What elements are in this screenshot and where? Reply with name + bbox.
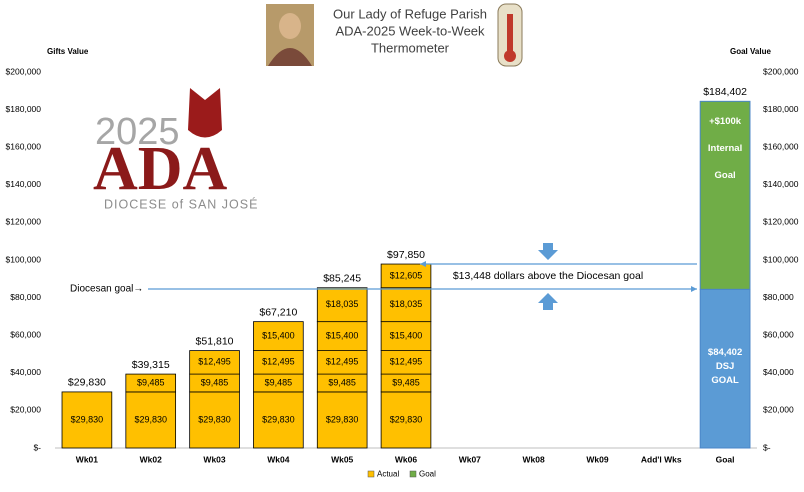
title-block: Our Lady of Refuge Parish ADA-2025 Week-… bbox=[266, 4, 522, 66]
x-tick-label: Wk04 bbox=[267, 454, 289, 464]
y-tick-label: $80,000 bbox=[10, 292, 41, 302]
legend: Actual Goal bbox=[368, 470, 436, 479]
x-tick-label: Goal bbox=[716, 454, 735, 464]
x-tick-label: Wk06 bbox=[395, 454, 417, 464]
segment-label: $12,495 bbox=[326, 357, 359, 367]
segment-label: $84,402 bbox=[708, 347, 742, 358]
y2-axis-label: Goal Value bbox=[730, 47, 771, 56]
chart: Our Lady of Refuge Parish ADA-2025 Week-… bbox=[0, 0, 804, 492]
segment-label: $9,485 bbox=[137, 377, 165, 387]
segment-label: $29,830 bbox=[198, 414, 231, 424]
total-label: $29,830 bbox=[68, 377, 106, 389]
y-tick-label: $140,000 bbox=[6, 179, 42, 189]
y2-tick-label: $160,000 bbox=[763, 141, 799, 151]
segment-label: $29,830 bbox=[326, 414, 359, 424]
total-label: $97,850 bbox=[387, 249, 425, 261]
y2-tick-label: $80,000 bbox=[763, 292, 794, 302]
y2-tick-label: $140,000 bbox=[763, 179, 799, 189]
segment-label: GOAL bbox=[711, 375, 739, 386]
x-tick-label: Wk02 bbox=[140, 454, 162, 464]
segment-label: $29,830 bbox=[71, 414, 104, 424]
y-tick-label: $120,000 bbox=[6, 217, 42, 227]
segment-label: $12,605 bbox=[390, 270, 423, 280]
segment-label: $15,400 bbox=[326, 330, 359, 340]
segment-label: $9,485 bbox=[392, 377, 420, 387]
segment-label: $12,495 bbox=[390, 357, 423, 367]
y-tick-label: $180,000 bbox=[6, 104, 42, 114]
segment-label: $15,400 bbox=[390, 330, 423, 340]
x-tick-label: Wk05 bbox=[331, 454, 353, 464]
segment-label: $29,830 bbox=[134, 414, 167, 424]
annotation: $13,448 dollars above the Diocesan goal bbox=[453, 270, 643, 282]
logo: 2025 ADA DIOCESE of SAN JOSÉ bbox=[93, 88, 258, 211]
total-label: $184,402 bbox=[703, 86, 747, 98]
arrow-head bbox=[691, 286, 697, 292]
segment-label: $9,485 bbox=[328, 377, 356, 387]
thermometer-bar bbox=[507, 14, 513, 54]
segment-label: $9,485 bbox=[265, 377, 293, 387]
y-tick-label: $200,000 bbox=[6, 66, 42, 76]
y-tick-label: $100,000 bbox=[6, 254, 42, 264]
chart-title: Thermometer bbox=[371, 40, 450, 55]
x-tick-label: Add'l Wks bbox=[641, 454, 682, 464]
chart-title: ADA-2025 Week-to-Week bbox=[335, 23, 485, 38]
total-label: $85,245 bbox=[323, 273, 361, 285]
logo-name: ADA bbox=[93, 135, 228, 203]
up-arrow bbox=[538, 293, 558, 310]
y-axis-label: Gifts Value bbox=[47, 47, 89, 56]
y-tick-label: $160,000 bbox=[6, 141, 42, 151]
y2-tick-label: $- bbox=[763, 442, 771, 452]
y-tick-label: $- bbox=[33, 442, 41, 452]
legend-swatch bbox=[410, 471, 416, 477]
y-tick-label: $60,000 bbox=[10, 329, 41, 339]
legend-label: Goal bbox=[419, 470, 436, 479]
y2-tick-label: $200,000 bbox=[763, 66, 799, 76]
y2-tick-label: $60,000 bbox=[763, 329, 794, 339]
segment-label: $9,485 bbox=[201, 377, 229, 387]
logo-diocese: DIOCESE of SAN JOSÉ bbox=[104, 196, 258, 211]
x-tick-label: Wk03 bbox=[203, 454, 225, 464]
x-tick-label: Wk07 bbox=[459, 454, 481, 464]
y2-tick-label: $180,000 bbox=[763, 104, 799, 114]
annotation: Diocesan goal→ bbox=[70, 284, 143, 295]
segment-label: $15,400 bbox=[262, 330, 295, 340]
segment-label: Goal bbox=[715, 170, 736, 181]
legend-swatch bbox=[368, 471, 374, 477]
segment-label: $29,830 bbox=[262, 414, 295, 424]
segment-label: Internal bbox=[708, 143, 742, 154]
y2-tick-label: $40,000 bbox=[763, 367, 794, 377]
y2-tick-label: $120,000 bbox=[763, 217, 799, 227]
segment-label: DSJ bbox=[716, 361, 734, 372]
x-tick-label: Wk01 bbox=[76, 454, 98, 464]
icon-face bbox=[279, 13, 301, 39]
chart-title: Our Lady of Refuge Parish bbox=[333, 6, 487, 21]
y2-tick-label: $100,000 bbox=[763, 254, 799, 264]
segment-label: $12,495 bbox=[262, 357, 295, 367]
y2-tick-label: $20,000 bbox=[763, 405, 794, 415]
segment-label: $12,495 bbox=[198, 357, 231, 367]
segment-label: $29,830 bbox=[390, 414, 423, 424]
down-arrow bbox=[538, 243, 558, 260]
total-label: $51,810 bbox=[196, 335, 234, 347]
x-tick-label: Wk08 bbox=[523, 454, 545, 464]
segment-label: $18,035 bbox=[390, 299, 423, 309]
y-tick-label: $20,000 bbox=[10, 405, 41, 415]
total-label: $39,315 bbox=[132, 359, 170, 371]
segment-label: $18,035 bbox=[326, 299, 359, 309]
legend-label: Actual bbox=[377, 470, 399, 479]
total-label: $67,210 bbox=[259, 306, 297, 318]
logo-mitre bbox=[188, 88, 222, 138]
x-tick-label: Wk09 bbox=[586, 454, 608, 464]
segment-label: +$100k bbox=[709, 116, 742, 127]
y-tick-label: $40,000 bbox=[10, 367, 41, 377]
thermometer-bulb bbox=[504, 50, 516, 62]
bar-segment bbox=[700, 101, 750, 289]
